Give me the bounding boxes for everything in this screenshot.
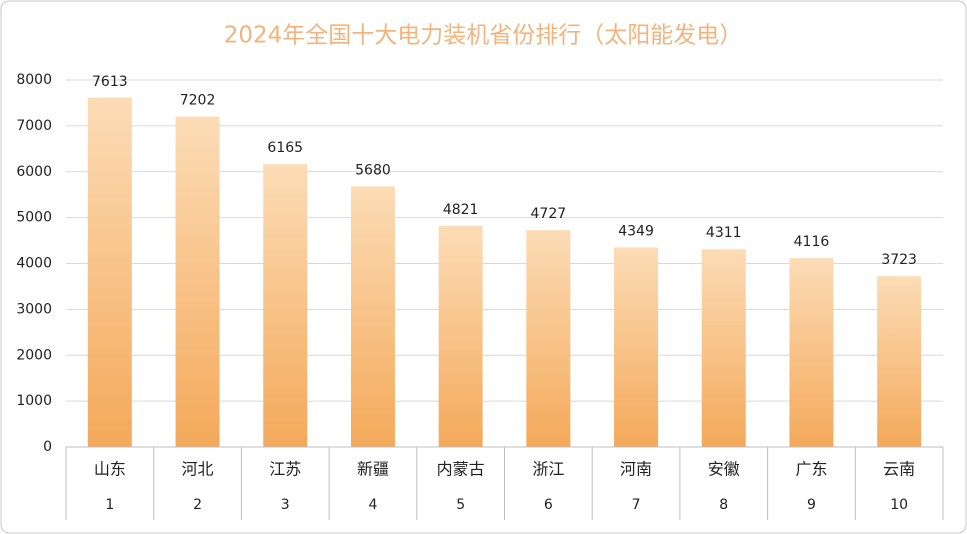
y-tick-label: 2000 [16, 347, 52, 363]
bar [526, 230, 571, 447]
x-tick-label: 云南 [883, 460, 915, 479]
rank-label: 2 [193, 497, 202, 513]
bar [87, 97, 132, 447]
rank-label: 8 [719, 497, 728, 513]
x-tick-label: 广东 [795, 460, 827, 479]
value-label: 4116 [794, 234, 830, 250]
y-tick-label: 8000 [16, 72, 52, 88]
value-label: 4821 [443, 202, 479, 218]
y-tick-label: 4000 [16, 256, 52, 272]
bar [614, 247, 659, 447]
value-label: 5680 [355, 162, 391, 178]
value-label: 7202 [180, 93, 216, 109]
value-label: 3723 [881, 252, 917, 268]
bar [350, 186, 395, 447]
bar [789, 258, 834, 447]
bar [438, 225, 483, 447]
x-tick-label: 河北 [182, 460, 214, 479]
value-label: 4727 [531, 206, 567, 222]
rank-label: 3 [281, 497, 290, 513]
rank-label: 10 [890, 497, 908, 513]
x-tick-label: 新疆 [357, 460, 389, 479]
bar [175, 116, 220, 448]
chart-title: 2024年全国十大电力装机省份排行（太阳能发电） [224, 23, 743, 49]
rank-label: 4 [368, 497, 377, 513]
y-tick-label: 0 [43, 439, 52, 455]
rank-label: 9 [807, 497, 816, 513]
rank-label: 1 [105, 497, 114, 513]
y-tick-label: 7000 [16, 118, 52, 134]
x-tick-label: 浙江 [532, 460, 564, 479]
x-tick-label: 山东 [94, 460, 126, 479]
bar [877, 276, 922, 447]
x-tick-label: 河南 [620, 460, 652, 479]
x-tick-label: 内蒙古 [437, 460, 485, 479]
value-label: 4349 [618, 223, 654, 239]
rank-label: 7 [632, 497, 641, 513]
value-label: 7613 [92, 74, 128, 90]
y-tick-label: 5000 [16, 210, 52, 226]
value-label: 6165 [267, 140, 303, 156]
rank-label: 5 [456, 497, 465, 513]
x-tick-label: 安徽 [708, 460, 740, 479]
y-tick-label: 1000 [16, 393, 52, 409]
x-tick-label: 江苏 [269, 460, 301, 479]
y-tick-label: 6000 [16, 164, 52, 180]
bar [701, 249, 746, 447]
rank-label: 6 [544, 497, 553, 513]
bar [263, 164, 308, 448]
y-tick-label: 3000 [16, 301, 52, 317]
value-label: 4311 [706, 225, 742, 241]
